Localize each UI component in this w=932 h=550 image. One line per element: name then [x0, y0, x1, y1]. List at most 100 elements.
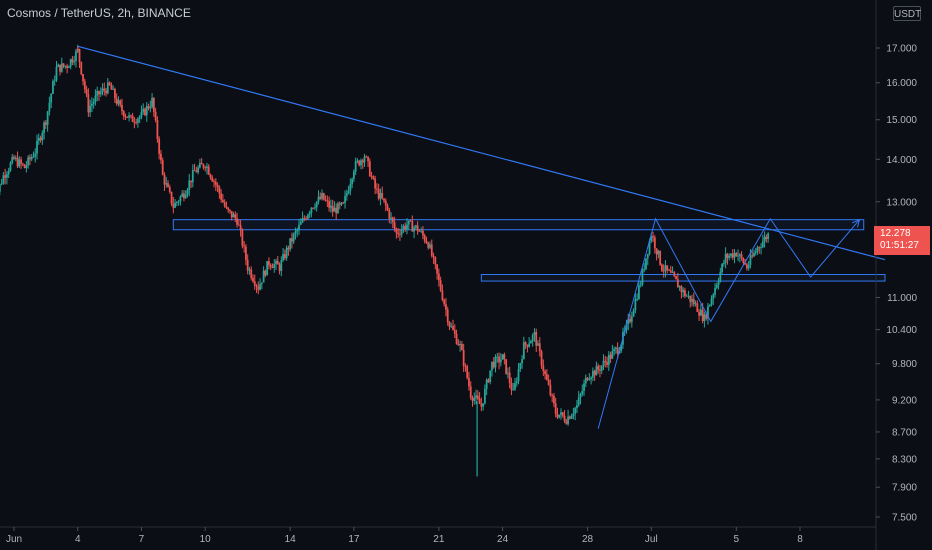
- candle-up: [522, 342, 525, 360]
- candle-down: [508, 372, 511, 384]
- candle-down: [460, 343, 463, 351]
- candle-up: [413, 227, 415, 232]
- candle-down: [257, 286, 260, 290]
- candle-up: [756, 247, 759, 252]
- candle-up: [73, 61, 76, 63]
- candle-up: [92, 101, 95, 104]
- candle-up: [515, 381, 518, 384]
- candle-up: [595, 366, 598, 376]
- candle-up: [94, 95, 97, 102]
- candle-up: [636, 298, 639, 300]
- candle-down: [606, 361, 608, 365]
- candle-up: [294, 231, 297, 234]
- price-tick-label: 9.800: [892, 359, 917, 370]
- candle-up: [641, 269, 644, 285]
- candle-down: [163, 174, 166, 185]
- price-tick-label: 8.300: [892, 454, 917, 465]
- candle-down: [328, 200, 331, 208]
- candle-down: [437, 273, 440, 281]
- candle-up: [50, 93, 53, 103]
- candle-up: [724, 253, 727, 263]
- candle-down: [593, 370, 596, 376]
- candle-down: [547, 379, 550, 385]
- candle-down: [170, 191, 173, 204]
- price-tick-label: 13.000: [886, 197, 917, 208]
- candle-down: [668, 270, 670, 271]
- candle-down: [505, 359, 508, 374]
- candle-up: [577, 397, 580, 406]
- candle-up: [473, 398, 476, 401]
- candle-down: [445, 304, 447, 310]
- candle-down: [253, 281, 256, 286]
- candle-down: [542, 365, 545, 372]
- candle-up: [191, 170, 194, 183]
- candle-down: [446, 309, 449, 323]
- candle-up: [494, 356, 497, 368]
- candle-down: [16, 157, 19, 167]
- candle-up: [60, 63, 63, 72]
- time-tick-label: Jun: [6, 534, 22, 545]
- candle-up: [519, 363, 522, 370]
- candle-up: [352, 171, 355, 179]
- candle-down: [696, 303, 699, 313]
- candle-down: [561, 412, 564, 416]
- time-axis[interactable]: Jun 4 7 10 14 17 21 24 28 Jul 5 8: [0, 526, 876, 545]
- candle-up: [614, 347, 617, 350]
- candle-down: [172, 203, 175, 208]
- candle-down: [673, 272, 676, 277]
- candle-up: [584, 377, 587, 384]
- candle-down: [236, 218, 238, 225]
- candle-down: [124, 116, 127, 118]
- projection-path: [597, 217, 860, 429]
- candle-down: [4, 175, 7, 178]
- candle-up: [715, 284, 718, 289]
- candle-down: [404, 226, 407, 230]
- chart-title: Cosmos / TetherUS, 2h, BINANCE: [7, 6, 191, 20]
- candle-up: [737, 255, 739, 257]
- currency-badge[interactable]: USDT: [893, 6, 921, 21]
- last-price-value: 12.278: [880, 228, 911, 239]
- candle-up: [620, 344, 623, 352]
- candle-up: [138, 116, 141, 119]
- candle-up: [292, 233, 295, 242]
- candle-up: [315, 201, 318, 208]
- candle-down: [443, 299, 446, 305]
- time-tick-label: 28: [582, 534, 594, 545]
- candle-up: [760, 247, 762, 248]
- candle-down: [538, 343, 541, 352]
- candle-down: [416, 225, 419, 232]
- candle-down: [545, 374, 548, 380]
- candle-up: [485, 379, 488, 389]
- candle-up: [602, 360, 605, 366]
- candle-up: [402, 226, 405, 230]
- candle-down: [114, 88, 116, 99]
- candle-down: [418, 231, 421, 232]
- candle-up: [2, 175, 5, 184]
- candle-up: [591, 370, 594, 378]
- time-tick-label: 17: [348, 534, 360, 545]
- candle-down: [358, 160, 361, 166]
- candle-down: [331, 205, 334, 212]
- price-tick-label: 7.900: [892, 483, 917, 494]
- candle-up: [140, 111, 143, 117]
- candle-up: [767, 233, 770, 240]
- candle-up: [558, 414, 561, 418]
- candle-down: [66, 65, 69, 68]
- candle-up: [14, 157, 17, 159]
- candle-up: [507, 372, 509, 374]
- price-axis[interactable]: 17.00016.00015.00014.00013.00012.00011.0…: [875, 0, 917, 550]
- candle-down: [662, 270, 665, 272]
- candle-down: [391, 217, 394, 223]
- candle-up: [738, 254, 741, 256]
- candle-down: [227, 207, 230, 210]
- candle-down: [156, 120, 159, 139]
- candle-down: [168, 187, 171, 192]
- candle-up: [728, 255, 731, 258]
- candle-down: [652, 236, 654, 238]
- candle-up: [496, 356, 499, 358]
- candle-up: [537, 343, 539, 346]
- candle-down: [223, 202, 226, 207]
- candle-down: [599, 369, 601, 371]
- candle-up: [574, 408, 577, 414]
